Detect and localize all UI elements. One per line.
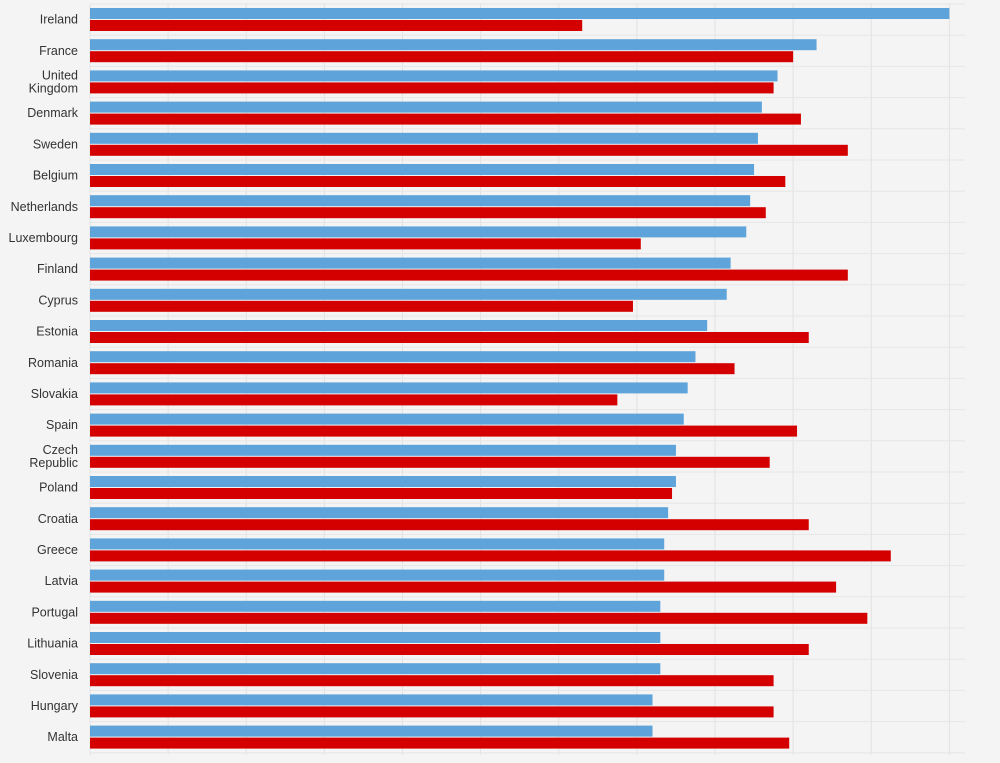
bar-series-2 (90, 456, 770, 468)
category-label: Netherlands (11, 200, 78, 214)
category-label: Ireland (40, 13, 78, 27)
bar-series-1 (90, 101, 762, 113)
bar-series-2 (90, 612, 868, 624)
category-label: France (39, 44, 78, 58)
bar-series-1 (90, 538, 665, 550)
bar-series-1 (90, 725, 653, 737)
bar-series-2 (90, 550, 891, 562)
category-label: Slovakia (31, 387, 78, 401)
category-label: Romania (28, 356, 78, 370)
bar-series-1 (90, 195, 751, 207)
bar-series-1 (90, 226, 747, 238)
category-label: Hungary (31, 699, 79, 713)
bar-series-2 (90, 238, 641, 250)
bar-series-2 (90, 488, 673, 499)
bar-series-1 (90, 8, 950, 19)
bar-series-1 (90, 70, 778, 82)
category-label: Luxembourg (9, 231, 79, 245)
bar-series-1 (90, 132, 758, 144)
bar-series-1 (90, 413, 684, 425)
category-label: Czech Republic (29, 443, 78, 470)
bar-series-2 (90, 519, 809, 531)
category-label: Spain (46, 418, 78, 432)
category-label: Portugal (31, 605, 78, 619)
category-label: Estonia (36, 325, 78, 339)
bar-series-2 (90, 675, 774, 687)
bars (90, 8, 950, 749)
category-label: Lithuania (27, 637, 78, 651)
bar-series-2 (90, 269, 848, 281)
category-label: Finland (37, 262, 78, 276)
category-label: United Kingdom (29, 69, 78, 96)
category-label: Slovenia (30, 668, 78, 682)
bar-series-1 (90, 382, 688, 394)
bar-series-2 (90, 176, 786, 187)
bar-series-2 (90, 706, 774, 718)
bar-series-2 (90, 82, 774, 94)
bar-series-2 (90, 644, 809, 655)
category-label: Sweden (33, 137, 78, 151)
bar-series-2 (90, 20, 583, 31)
bar-series-2 (90, 394, 618, 406)
bar-series-2 (90, 363, 735, 375)
bar-series-1 (90, 694, 653, 706)
bar-series-2 (90, 332, 809, 343)
bar-series-1 (90, 476, 676, 487)
bar-series-2 (90, 51, 794, 63)
category-label: Denmark (27, 106, 78, 120)
category-label: Poland (39, 481, 78, 495)
category-label: Greece (37, 543, 78, 557)
bar-series-1 (90, 507, 669, 519)
bar-series-1 (90, 569, 665, 581)
bar-series-1 (90, 164, 755, 175)
category-label: Malta (47, 730, 78, 744)
bar-series-2 (90, 425, 798, 437)
bar-series-1 (90, 351, 696, 363)
category-label: Cyprus (38, 293, 78, 307)
bar-series-1 (90, 257, 731, 269)
bar-series-1 (90, 663, 661, 675)
bar-series-2 (90, 207, 766, 219)
bar-series-1 (90, 444, 676, 456)
bar-series-1 (90, 632, 661, 643)
category-label: Belgium (33, 169, 78, 183)
bar-series-2 (90, 144, 848, 156)
category-label: Latvia (45, 574, 78, 588)
bar-series-2 (90, 113, 801, 125)
bar-series-2 (90, 737, 790, 749)
bar-series-2 (90, 581, 837, 593)
category-label: Croatia (38, 512, 78, 526)
bar-series-1 (90, 288, 727, 300)
grid (89, 3, 965, 755)
bar-series-2 (90, 300, 633, 312)
bar-series-1 (90, 320, 708, 331)
category-labels: Ireland France United Kingdom Denmark Sweden B… (9, 13, 79, 745)
bar-series-1 (90, 600, 661, 612)
bar-series-1 (90, 39, 817, 51)
